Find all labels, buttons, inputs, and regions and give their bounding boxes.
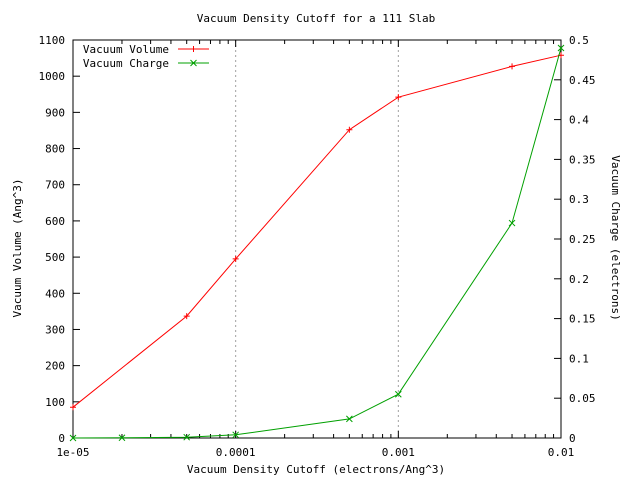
y2-tick-label-3: 0.15 (569, 313, 596, 326)
legend-label-vacuum-volume: Vacuum Volume (83, 43, 169, 56)
y2-tick-label-6: 0.3 (569, 193, 589, 206)
series-line-vacuum-volume (72, 54, 562, 408)
x-tick-label-3: 0.01 (548, 446, 575, 459)
y-tick-label-8: 800 (45, 143, 65, 156)
data-point-vacuum-charge-1 (118, 434, 126, 442)
legend: Vacuum Volume Vacuum Charge (83, 43, 209, 70)
data-point-vacuum-volume-2 (232, 255, 239, 262)
data-point-vacuum-volume-0 (70, 404, 76, 411)
data-point-vacuum-charge-4 (346, 415, 353, 423)
data-point-vacuum-volume-3 (346, 126, 353, 133)
series (69, 44, 565, 442)
series-line-vacuum-charge (72, 47, 562, 439)
y-tick-label-6: 600 (45, 215, 65, 228)
data-point-vacuum-charge-7 (557, 44, 565, 52)
y2-axis-label: Vacuum Charge (electrons) (609, 155, 622, 321)
chart-title: Vacuum Density Cutoff for a 111 Slab (197, 12, 435, 25)
y-tick-label-10: 1000 (39, 70, 66, 83)
data-point-vacuum-volume-4 (395, 94, 402, 101)
data-point-vacuum-volume-5 (509, 63, 516, 70)
y-tick-label-3: 300 (45, 323, 65, 336)
y2-tick-label-7: 0.35 (569, 153, 596, 166)
data-point-vacuum-charge-2 (183, 433, 191, 441)
y2-tick-label-4: 0.2 (569, 273, 589, 286)
x-tick-label-2: 0.001 (382, 446, 415, 459)
y-tick-label-9: 900 (45, 106, 65, 119)
data-point-vacuum-charge-3 (232, 431, 240, 439)
y-tick-label-1: 100 (45, 396, 65, 409)
y2-tick-label-2: 0.1 (569, 352, 589, 365)
y2-tick-label-1: 0.05 (569, 392, 596, 405)
y2-tick-label-10: 0.5 (569, 34, 589, 47)
y-tick-label-4: 400 (45, 287, 65, 300)
data-point-vacuum-charge-5 (394, 390, 402, 398)
y2-tick-label-8: 0.4 (569, 114, 589, 127)
legend-label-vacuum-charge: Vacuum Charge (83, 57, 169, 70)
x-tick-label-1: 0.0001 (216, 446, 256, 459)
y2-tick-label-9: 0.45 (569, 74, 596, 87)
y-tick-label-5: 500 (45, 251, 65, 264)
y-tick-label-2: 200 (45, 360, 65, 373)
x-tick-label-0: 1e-05 (56, 446, 89, 459)
plot-frame (72, 39, 562, 439)
y-axis-label: Vacuum Volume (Ang^3) (11, 178, 24, 317)
axes: 01002003004005006007008009001000110000.0… (39, 34, 596, 459)
y-tick-label-0: 0 (58, 432, 65, 445)
data-point-vacuum-volume-1 (183, 313, 190, 320)
legend-marker-vacuum-charge (190, 59, 197, 67)
y-tick-label-11: 1100 (39, 34, 66, 47)
y2-tick-label-5: 0.25 (569, 233, 596, 246)
x-axis-label: Vacuum Density Cutoff (electrons/Ang^3) (187, 463, 445, 476)
vertical-grid (235, 40, 399, 438)
legend-marker-vacuum-volume (190, 46, 197, 52)
y-tick-label-7: 700 (45, 179, 65, 192)
y2-tick-label-0: 0 (569, 432, 576, 445)
data-point-vacuum-charge-6 (508, 219, 516, 227)
data-point-vacuum-charge-0 (69, 434, 77, 442)
